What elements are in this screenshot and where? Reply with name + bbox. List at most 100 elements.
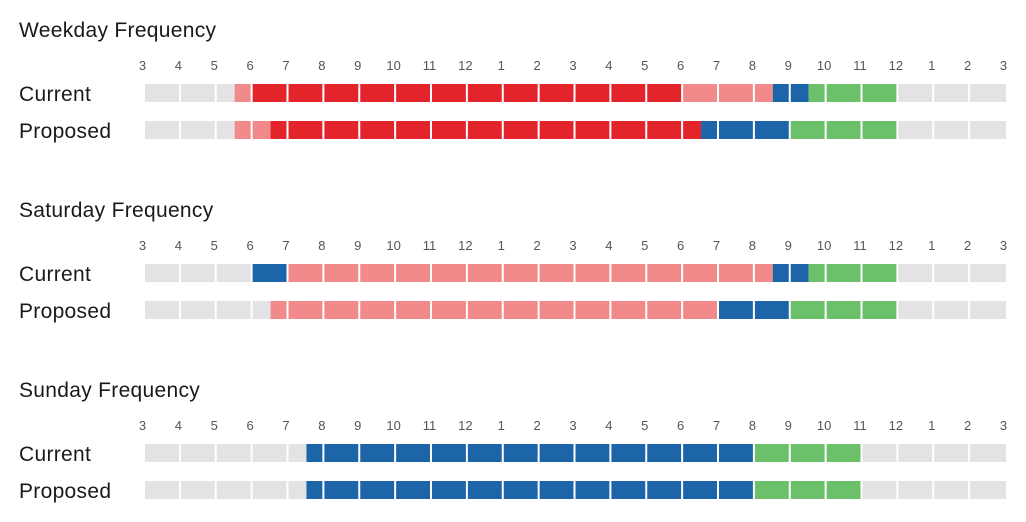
hour-tick-label: 5 — [211, 238, 218, 253]
hour-tick-label: 11 — [853, 58, 867, 73]
frequency-cell-none — [145, 121, 179, 139]
frequency-cell-none — [898, 121, 933, 139]
hour-tick-label: 7 — [282, 418, 289, 433]
frequency-cell-low — [808, 84, 825, 102]
frequency-cell-low — [790, 444, 825, 462]
frequency-cell-medium — [306, 481, 323, 499]
frequency-cell-high — [288, 121, 323, 139]
hour-tick-label: 3 — [569, 238, 576, 253]
frequency-cell-medium — [719, 121, 753, 139]
frequency-cell-medium — [683, 481, 718, 499]
hour-tick-label: 1 — [928, 418, 935, 433]
frequency-cell-none — [180, 444, 215, 462]
frequency-cell-high — [611, 84, 646, 102]
row-label: Proposed — [19, 120, 111, 143]
frequency-cell-medium — [396, 444, 431, 462]
frequency-cell-light — [647, 301, 682, 319]
frequency-cell-medium — [252, 264, 287, 282]
hour-axis: 3 4 5 6 7 8 9 10 11 12 1 2 3 4 5 6 7 8 9 10 11 12 1 2 3 — [139, 58, 1007, 73]
frequency-cell-high — [539, 121, 574, 139]
frequency-cell-light — [611, 301, 646, 319]
frequency-cell-medium — [467, 481, 502, 499]
row-label: Proposed — [19, 300, 111, 323]
frequency-cell-medium — [754, 121, 789, 139]
frequency-cell-medium — [790, 264, 809, 282]
frequency-cell-light — [539, 264, 574, 282]
frequency-cell-medium — [647, 444, 682, 462]
hour-tick-label: 7 — [282, 58, 289, 73]
frequency-cell-low — [862, 301, 897, 319]
frequency-cell-high — [575, 84, 610, 102]
frequency-cell-medium — [754, 301, 789, 319]
schedule-row-proposed: Proposed — [19, 120, 1007, 143]
frequency-cell-medium — [432, 481, 466, 499]
hour-tick-label: 7 — [713, 418, 720, 433]
hour-tick-label: 1 — [498, 58, 505, 73]
frequency-cell-medium — [772, 84, 789, 102]
frequency-cell-none — [934, 121, 969, 139]
hour-tick-label: 4 — [175, 418, 182, 433]
frequency-cell-medium — [432, 444, 466, 462]
frequency-cell-none — [252, 444, 287, 462]
frequency-cell-medium — [324, 444, 359, 462]
hour-tick-label: 5 — [641, 238, 648, 253]
hour-tick-label: 4 — [605, 238, 612, 253]
frequency-cell-light — [719, 264, 753, 282]
hour-tick-label: 1 — [498, 418, 505, 433]
frequency-cell-none — [934, 84, 969, 102]
hour-tick-label: 12 — [889, 58, 903, 73]
hour-tick-label: 6 — [247, 418, 254, 433]
frequency-cell-light — [234, 121, 251, 139]
hour-tick-label: 7 — [713, 238, 720, 253]
frequency-cell-high — [252, 84, 287, 102]
hour-tick-label: 6 — [247, 238, 254, 253]
frequency-cell-none — [898, 264, 933, 282]
row-label: Current — [19, 443, 91, 466]
frequency-cell-light — [396, 301, 431, 319]
frequency-cell-medium — [683, 444, 718, 462]
frequency-cell-none — [898, 444, 933, 462]
hour-tick-label: 3 — [1000, 58, 1007, 73]
frequency-cell-light — [647, 264, 682, 282]
panel-title: Sunday Frequency — [19, 379, 200, 402]
schedule-row-current: Current — [19, 443, 1007, 466]
frequency-cell-none — [934, 264, 969, 282]
frequency-cell-none — [898, 301, 933, 319]
frequency-cell-high — [288, 84, 323, 102]
hour-tick-label: 9 — [354, 58, 361, 73]
frequency-cell-none — [862, 481, 897, 499]
hour-tick-label: 10 — [386, 238, 400, 253]
frequency-cell-medium — [324, 481, 359, 499]
hour-tick-label: 11 — [423, 418, 437, 433]
panel-title: Saturday Frequency — [19, 199, 214, 222]
frequency-cell-none — [180, 264, 215, 282]
hour-tick-label: 6 — [247, 58, 254, 73]
frequency-cell-light — [234, 84, 251, 102]
hour-tick-label: 3 — [139, 58, 146, 73]
frequency-cell-medium — [575, 481, 610, 499]
frequency-cell-low — [826, 301, 861, 319]
hour-tick-label: 5 — [211, 58, 218, 73]
frequency-cell-none — [970, 121, 1007, 139]
hour-tick-label: 8 — [318, 418, 325, 433]
hour-tick-label: 10 — [817, 418, 831, 433]
hour-tick-label: 11 — [423, 238, 437, 253]
frequency-cell-none — [180, 481, 215, 499]
hour-tick-label: 9 — [354, 238, 361, 253]
hour-tick-label: 12 — [889, 238, 903, 253]
hour-tick-label: 2 — [534, 238, 541, 253]
frequency-cell-light — [611, 264, 646, 282]
frequency-cell-light — [252, 121, 271, 139]
hour-tick-label: 3 — [139, 238, 146, 253]
frequency-cell-medium — [503, 444, 538, 462]
frequency-cell-light — [324, 264, 359, 282]
hour-tick-label: 7 — [713, 58, 720, 73]
hour-tick-label: 6 — [677, 418, 684, 433]
row-label: Current — [19, 263, 91, 286]
frequency-cell-light — [324, 301, 359, 319]
frequency-cell-low — [826, 121, 861, 139]
frequency-cell-medium — [503, 481, 538, 499]
